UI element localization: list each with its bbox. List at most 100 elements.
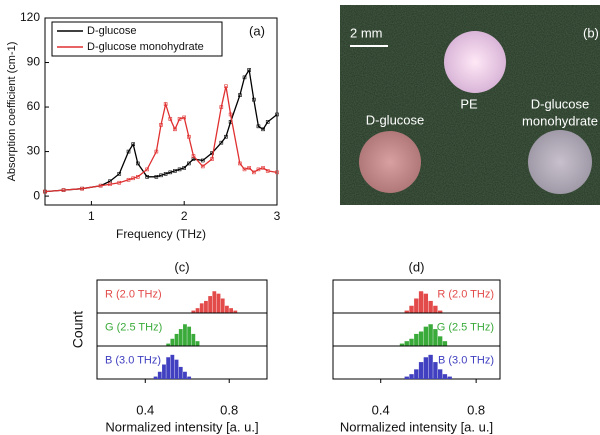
data-point	[228, 112, 233, 117]
data-point	[126, 149, 131, 154]
hist-bar	[183, 371, 187, 379]
panel-label: (d)	[409, 259, 425, 274]
data-point	[275, 170, 279, 175]
data-point	[219, 105, 224, 109]
sample-label: D-glucose	[366, 112, 425, 127]
hist-bar	[433, 362, 438, 379]
hist-bar	[208, 296, 213, 313]
x-tick-label: 0.4	[372, 402, 390, 417]
hist-bar	[414, 298, 419, 313]
data-point	[159, 173, 163, 178]
y-axis-label: Count	[70, 311, 86, 348]
data-point	[117, 172, 122, 176]
data-point	[242, 167, 247, 172]
monohydrate-sample	[528, 130, 592, 194]
hist-bar	[399, 343, 405, 346]
hist-bar	[174, 359, 179, 379]
hist-bar	[447, 376, 452, 379]
data-point	[43, 189, 47, 194]
data-point	[224, 134, 228, 139]
data-point	[275, 112, 279, 117]
legend-box	[51, 21, 223, 57]
hist-bar	[414, 369, 419, 379]
data-point	[252, 97, 256, 102]
x-tick-label: 0.4	[136, 402, 154, 417]
data-point	[80, 186, 84, 191]
hist-bar	[157, 371, 162, 379]
sample-label: D-glucose	[531, 96, 590, 111]
data-point	[247, 68, 251, 72]
data-point	[163, 172, 168, 176]
data-point	[182, 166, 186, 170]
data-point	[126, 177, 131, 182]
panel-label: (c)	[174, 259, 189, 274]
x-axis-label: Frequency (THz)	[116, 227, 206, 241]
scale-label: 2 mm	[350, 25, 383, 40]
panel-label: (a)	[249, 23, 265, 38]
data-point	[261, 127, 265, 132]
data-point	[154, 175, 159, 179]
hist-bar	[409, 305, 414, 313]
y-tick-label: 0	[33, 188, 40, 202]
data-point	[108, 182, 112, 187]
hist-bar	[225, 305, 229, 313]
hist-bar	[433, 305, 438, 313]
data-point	[256, 167, 261, 172]
x-tick-label: 1	[88, 209, 95, 223]
hist-bar	[195, 308, 200, 313]
hist-bar	[404, 376, 409, 379]
x-tick-label: 2	[181, 209, 188, 223]
y-tick-label: 60	[27, 99, 41, 113]
plot-frame	[44, 17, 278, 206]
data-point	[136, 175, 140, 179]
hist-bar	[220, 298, 225, 313]
hist-bar	[187, 326, 192, 346]
data-point	[168, 170, 173, 175]
sample-label: monohydrate	[522, 113, 598, 128]
hist-bar	[418, 362, 424, 379]
hist-bar	[433, 329, 438, 346]
data-line	[44, 68, 278, 193]
hist-bar	[166, 357, 171, 379]
data-point	[256, 124, 261, 129]
x-axis-label: Normalized intensity [a. u.]	[340, 419, 493, 434]
data-point	[187, 134, 191, 139]
data-point	[238, 93, 242, 97]
hist-bar	[423, 293, 429, 313]
hist-bar	[404, 341, 409, 346]
data-point	[187, 161, 191, 166]
hist-bar	[178, 366, 183, 379]
hist-bar	[204, 300, 208, 313]
data-point	[219, 140, 224, 145]
x-tick-label: 0.8	[467, 402, 485, 417]
data-point	[61, 188, 66, 192]
hist-bar	[170, 338, 175, 346]
data-point	[191, 154, 196, 158]
series-label: G (2.5 THz)	[437, 321, 494, 333]
hist-bar	[191, 310, 196, 313]
x-tick-label: 3	[274, 209, 281, 223]
data-point	[168, 117, 173, 121]
hist-bar	[229, 308, 234, 313]
y-tick-label: 30	[27, 144, 41, 158]
hist-bar	[442, 341, 448, 346]
data-point	[200, 164, 205, 169]
data-point	[265, 120, 270, 124]
x-tick-label: 0.8	[220, 402, 238, 417]
hist-bar	[418, 331, 424, 346]
hist-bar	[199, 303, 204, 313]
hist-bar	[191, 333, 196, 346]
hist-bar	[437, 369, 443, 379]
data-point	[210, 157, 214, 161]
y-axis-label: Absorption coefficient (cm-1)	[6, 42, 18, 182]
pe-sample	[444, 31, 506, 93]
data-point	[145, 167, 149, 172]
panel-label: (b)	[583, 25, 599, 40]
hist-bar	[174, 333, 179, 346]
hist-bar	[166, 343, 171, 346]
hist-bar	[170, 354, 175, 379]
photo-panel: 2 mm (b) PE D-glucose D-glucose monohydr…	[340, 5, 600, 205]
glucose-sample	[359, 131, 421, 193]
data-point	[159, 123, 163, 127]
